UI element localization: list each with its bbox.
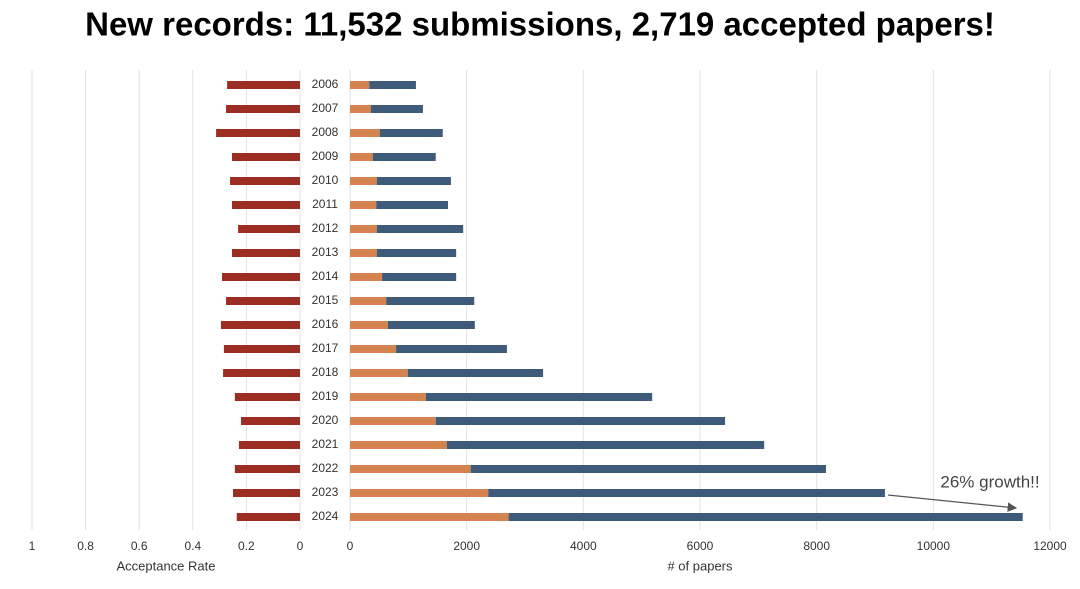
bar (231, 153, 300, 161)
x-tick-label: 2000 (453, 539, 480, 553)
bar-segment (488, 489, 885, 497)
bar-segment (350, 201, 377, 209)
bar-segment (350, 393, 426, 401)
bar-segment (350, 249, 377, 257)
annotation-arrow (887, 494, 1018, 512)
y-tick-label: 2021 (312, 437, 339, 451)
y-tick-label: 2017 (312, 341, 339, 355)
bar (226, 297, 300, 305)
bar-segment (371, 105, 423, 113)
bar-segment (350, 177, 377, 185)
bar-segment (350, 489, 489, 497)
bar (234, 465, 300, 473)
y-tick-label: 2008 (312, 125, 339, 139)
y-tick-label: 2019 (312, 389, 339, 403)
y-tick-label: 2020 (312, 413, 339, 427)
bar (241, 417, 300, 425)
y-tick-label: 2006 (312, 77, 339, 91)
bar-segment (350, 417, 436, 425)
bar (222, 273, 300, 281)
x-tick-label: 4000 (570, 539, 597, 553)
bar-segment (376, 225, 464, 233)
bar (238, 225, 300, 233)
bar-segment (350, 369, 408, 377)
y-tick-label: 2012 (312, 221, 339, 235)
bar (230, 177, 300, 185)
y-tick-label: 2014 (312, 269, 339, 283)
y-tick-label: 2013 (312, 245, 339, 259)
bar-segment (350, 273, 383, 281)
x-axis-title: # of papers (667, 558, 733, 573)
x-tick-label: 1 (29, 539, 36, 553)
chart-title: New records: 11,532 submissions, 2,719 a… (85, 6, 995, 43)
bar-segment (350, 129, 380, 137)
bar-segment (350, 465, 471, 473)
bar-segment (350, 225, 377, 233)
bar-segment (446, 441, 765, 449)
bar-segment (350, 105, 371, 113)
bar (236, 513, 300, 521)
bar-segment (396, 345, 507, 353)
y-tick-label: 2024 (312, 509, 339, 523)
bar-segment (508, 513, 1023, 521)
bar-segment (382, 273, 457, 281)
marks (216, 81, 1023, 521)
bar-segment (350, 345, 397, 353)
bar (231, 201, 300, 209)
bar (223, 369, 300, 377)
bar-segment (435, 417, 726, 425)
y-tick-label: 2010 (312, 173, 339, 187)
bar (220, 321, 300, 329)
bar-segment (372, 153, 436, 161)
bar-segment (350, 321, 388, 329)
bar-segment (350, 153, 373, 161)
bar (231, 249, 300, 257)
x-tick-label: 0.8 (77, 539, 94, 553)
bar-segment (386, 297, 475, 305)
x-tick-label: 0.4 (184, 539, 201, 553)
bar-segment (350, 513, 509, 521)
bar-segment (376, 249, 457, 257)
y-tick-label: 2011 (312, 197, 338, 211)
x-tick-label: 0 (347, 539, 354, 553)
y-tick-label: 2015 (312, 293, 339, 307)
bar (223, 345, 300, 353)
bar-segment (350, 81, 370, 89)
bar-segment (470, 465, 826, 473)
bar (234, 393, 300, 401)
x-tick-label: 12000 (1033, 539, 1067, 553)
y-tick-label: 2022 (312, 461, 339, 475)
x-tick-label: 0.6 (131, 539, 148, 553)
bar-segment (350, 297, 387, 305)
bar-segment (379, 129, 443, 137)
x-tick-label: 6000 (687, 539, 714, 553)
grid (31, 70, 1051, 530)
bar (226, 105, 300, 113)
bar (216, 129, 300, 137)
x-tick-label: 10000 (917, 539, 951, 553)
bar-segment (407, 369, 544, 377)
bar-segment (369, 81, 416, 89)
y-tick-label: 2007 (312, 101, 339, 115)
annotation: 26% growth!! (940, 472, 1039, 491)
bar-segment (425, 393, 653, 401)
bar (227, 81, 300, 89)
bar-segment (376, 201, 448, 209)
x-tick-label: 0 (297, 539, 304, 553)
x-tick-label: 8000 (803, 539, 830, 553)
bar-segment (350, 441, 447, 449)
y-tick-label: 2023 (312, 485, 339, 499)
bar (238, 441, 300, 449)
bar (233, 489, 300, 497)
y-tick-label: 2018 (312, 365, 339, 379)
x-tick-label: 0.2 (238, 539, 255, 553)
bar-segment (376, 177, 451, 185)
x-axis-title: Acceptance Rate (116, 558, 215, 573)
bar-segment (387, 321, 475, 329)
y-tick-label: 2016 (312, 317, 339, 331)
y-tick-label: 2009 (312, 149, 339, 163)
